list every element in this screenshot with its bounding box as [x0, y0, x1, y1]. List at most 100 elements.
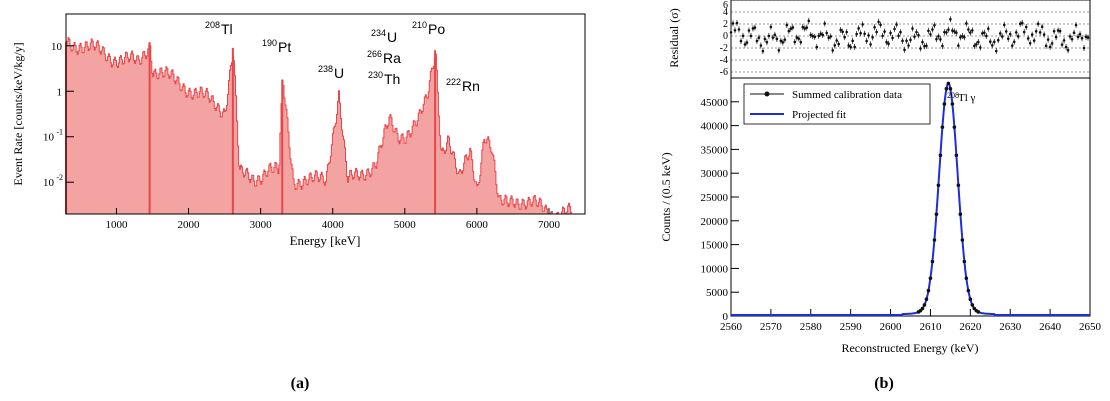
x-tick-label-b: 2600: [880, 321, 903, 333]
residual-point: [863, 32, 866, 36]
y-tick-label: 1: [57, 86, 63, 98]
residual-point: [767, 34, 771, 38]
data-point: [940, 125, 945, 129]
residual-point: [1042, 33, 1046, 36]
residual-point: [959, 36, 962, 39]
residual-point: [921, 40, 924, 44]
residual-point: [982, 31, 986, 34]
x-tick-label: 5000: [394, 219, 417, 231]
residual-point: [745, 41, 749, 44]
residual-point: [1080, 36, 1084, 40]
data-point: [922, 303, 927, 307]
residual-point: [845, 30, 848, 34]
residual-point: [735, 21, 739, 25]
residual-point: [979, 46, 982, 49]
residual-point: [729, 31, 733, 34]
residual-tick-label: -2: [720, 43, 728, 54]
y-tick-label-b: 25000: [701, 192, 729, 204]
residual-point: [1068, 35, 1072, 38]
residual-point: [1022, 30, 1026, 34]
residual-point: [813, 35, 817, 39]
residual-point: [1054, 35, 1058, 39]
data-point: [944, 86, 949, 91]
residual-point: [919, 47, 922, 50]
residual-point: [984, 34, 988, 38]
residual-point: [1032, 39, 1036, 42]
residual-point: [909, 38, 912, 42]
residual-point: [797, 37, 801, 40]
residual-point: [949, 17, 952, 21]
y-tick-label: 10: [51, 41, 63, 53]
data-point: [962, 259, 967, 264]
residual-point: [1072, 31, 1076, 34]
residual-point: [753, 26, 757, 29]
residual-point: [923, 44, 926, 48]
residual-point: [875, 30, 878, 34]
residual-point: [761, 49, 765, 53]
y-tick-label: 10: [43, 177, 55, 189]
residual-point: [903, 48, 906, 52]
residual-point: [1006, 37, 1010, 41]
residual-point: [911, 27, 914, 30]
residual-point: [871, 36, 874, 39]
data-point: [928, 276, 933, 281]
residual-point: [827, 36, 831, 40]
annotation-isotope: 234: [371, 28, 386, 38]
residual-point: [1012, 40, 1016, 44]
residual-point: [777, 49, 781, 52]
y-tick-label-b: 20000: [701, 216, 729, 228]
annotation-isotope: 238: [318, 64, 333, 74]
residual-point: [925, 44, 928, 48]
residual-point: [965, 22, 968, 25]
residual-point: [1016, 35, 1020, 38]
calibration-fit-chart: 420-2-4-66 Residual (σ) 0500010000150002…: [659, 0, 1102, 355]
residual-point: [755, 39, 759, 43]
residual-point: [1064, 45, 1068, 49]
residual-point: [1000, 35, 1004, 38]
residual-point: [789, 27, 793, 31]
residual-point: [851, 39, 854, 43]
peak-label-isotope: 208: [947, 91, 959, 100]
peak-annotation: 208 Tl: [205, 20, 233, 37]
y-tick-label-b: 15000: [701, 240, 729, 252]
data-point: [970, 303, 975, 307]
residual-point: [859, 31, 862, 35]
residual-point: [907, 44, 910, 47]
annotation-element: U: [334, 65, 344, 81]
y-tick-label-b: 45000: [701, 97, 729, 109]
annotation-element: Th: [384, 71, 400, 87]
residual-point: [885, 40, 888, 44]
x-tick-label-b: 2610: [919, 321, 942, 333]
x-tick-label: 7000: [538, 219, 561, 231]
annotation-isotope: 210: [412, 20, 427, 30]
data-point: [934, 212, 939, 216]
residual-point: [1060, 43, 1064, 46]
data-point: [920, 306, 925, 311]
residual-point: [809, 33, 813, 37]
data-point: [946, 81, 951, 86]
residual-point: [947, 28, 950, 31]
residual-tick-label: 0: [723, 31, 728, 42]
residual-point: [895, 23, 898, 26]
residual-point: [841, 30, 844, 34]
residual-point: [975, 43, 978, 46]
residual-point: [963, 35, 966, 39]
residual-point: [931, 28, 934, 31]
annotation-element: Pt: [278, 39, 291, 55]
x-axis-label: Energy [keV]: [290, 233, 361, 248]
peak-annotation: 266 Ra: [367, 49, 401, 66]
residual-point: [1058, 29, 1062, 33]
residual-point: [971, 29, 974, 32]
residual-tick-label: 4: [723, 7, 728, 18]
data-point: [954, 153, 959, 158]
residual-point: [990, 44, 994, 47]
residual-point: [955, 31, 958, 35]
x-tick-label: 6000: [466, 219, 489, 231]
residual-point: [779, 39, 783, 43]
residual-point: [1008, 32, 1012, 36]
y-tick-label-b: 40000: [701, 121, 729, 133]
annotation-isotope: 222: [446, 77, 461, 87]
residual-point: [1028, 41, 1032, 45]
residual-point: [791, 26, 795, 29]
x-tick-label: 3000: [250, 219, 273, 231]
